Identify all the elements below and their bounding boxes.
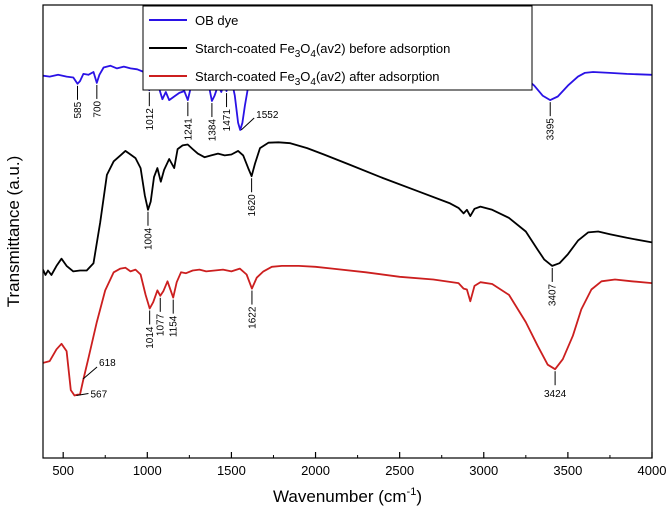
peak-label: 1004 (143, 227, 154, 250)
peak-label: 3407 (548, 283, 559, 306)
peak-annotation: 1241 (183, 102, 194, 140)
peak-annotation: 1622 (247, 290, 258, 329)
peak-annotation: 1004 (143, 211, 154, 250)
peak-annotation: 1014 (145, 310, 156, 349)
peak-label: 1552 (256, 110, 279, 121)
x-tick-label: 4000 (638, 463, 667, 478)
peak-annotation: 618 (82, 358, 116, 380)
peak-label: 1154 (169, 315, 180, 337)
x-axis-label-sup: -1 (407, 486, 417, 498)
peak-label: 585 (73, 101, 84, 118)
peak-annotation: 3424 (544, 371, 567, 400)
x-tick-label: 2000 (301, 463, 330, 478)
peak-label: 1241 (183, 118, 194, 141)
peak-annotation: 1471 (222, 93, 233, 131)
peak-annotation: 567 (76, 389, 108, 400)
peak-annotation: 1384 (207, 103, 218, 141)
plot-frame (42, 4, 653, 459)
peak-label: 1077 (156, 313, 167, 336)
legend-box (142, 5, 533, 91)
peak-label: 1471 (222, 109, 233, 132)
peak-annotation: 3407 (548, 267, 559, 306)
peak-label: 1014 (145, 326, 156, 349)
legend-entry-label: OB dye (195, 13, 238, 28)
peak-annotation: 1620 (247, 178, 258, 216)
x-axis-label-end: ) (416, 487, 422, 506)
series-line-3 (43, 265, 652, 397)
series-layer (43, 61, 652, 397)
x-axis-label-main: Wavenumber (cm (273, 487, 407, 506)
peak-label: 1384 (207, 119, 218, 142)
x-tick-label: 3000 (469, 463, 498, 478)
peak-annotation: 1012 (145, 92, 156, 130)
peak-label: 618 (99, 358, 116, 369)
peak-annotation: 3395 (546, 102, 557, 140)
x-tick-label: 1000 (133, 463, 162, 478)
y-axis-label: Transmittance (a.u.) (4, 156, 23, 307)
legend: OB dye Starch-coated Fe3O4(av2) before ad… (142, 5, 533, 91)
peak-leader (82, 366, 98, 380)
x-tick-label: 2500 (385, 463, 414, 478)
x-tick-label: 500 (52, 463, 74, 478)
peak-annotation: 585 (73, 85, 84, 119)
peak-label: 1620 (247, 194, 258, 217)
peak-leader (76, 392, 89, 396)
legend-entry-label: Starch-coated Fe3O4(av2) after adsorptio… (195, 69, 440, 88)
legend-entry-label: Starch-coated Fe3O4(av2) before adsorpti… (195, 41, 450, 60)
x-tick-label: 1500 (217, 463, 246, 478)
peak-label: 3424 (544, 389, 567, 400)
peak-annotation: 1077 (156, 297, 167, 336)
peak-label: 1622 (247, 306, 258, 329)
peak-label: 3395 (546, 118, 557, 141)
peak-leader (240, 117, 255, 131)
peak-label: 700 (92, 100, 103, 117)
series-line-2 (43, 141, 652, 276)
peak-annotation: 1154 (169, 299, 180, 337)
peak-annotation: 1552 (240, 110, 279, 131)
peak-annotation: 700 (92, 84, 103, 118)
x-axis-label: Wavenumber (cm-1) (273, 486, 422, 506)
x-tick-label: 3500 (553, 463, 582, 478)
peak-annotations: 585 700 1012 1241 1384 1471 1552 3395 1004 1620 34… (73, 84, 567, 400)
peak-label: 567 (90, 389, 107, 400)
peak-label: 1012 (145, 108, 156, 131)
x-axis-ticks: 500 1000 1500 2000 2500 3000 3500 4000 (52, 452, 666, 478)
